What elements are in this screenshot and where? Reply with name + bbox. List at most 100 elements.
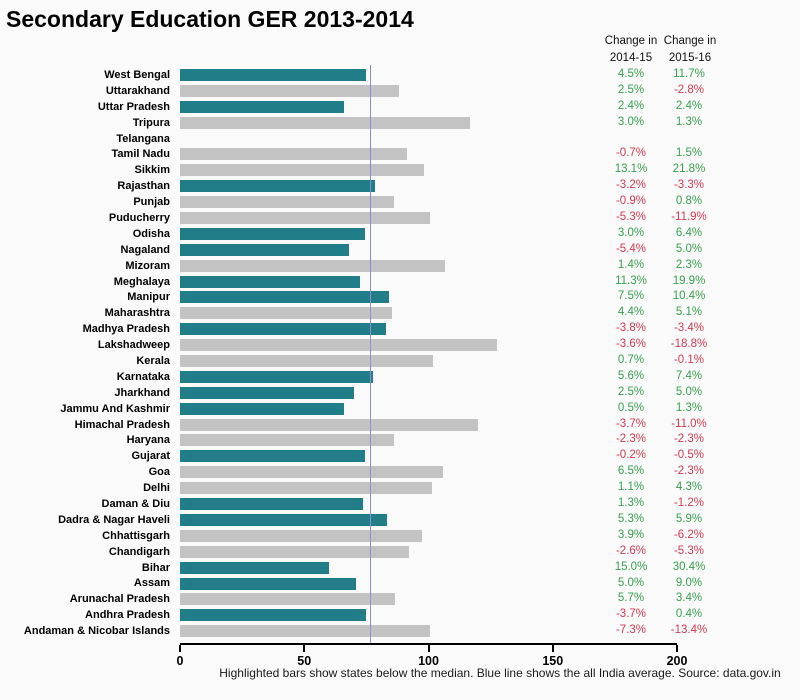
change-2015-16-value: 6.4%	[675, 226, 703, 239]
state-label: Rajasthan	[117, 180, 170, 193]
bar-highlighted	[180, 275, 360, 288]
chart-caption: Highlighted bars show states below the m…	[219, 666, 781, 680]
change-2014-15-value: -5.4%	[615, 242, 647, 255]
state-label: Kerala	[136, 354, 170, 367]
change-2015-16-value: 5.0%	[675, 385, 703, 398]
change-2015-16-value: 30.4%	[672, 560, 706, 573]
change-2014-15-value: -3.8%	[615, 322, 647, 335]
bar-highlighted	[180, 450, 365, 463]
change-2015-16-value: 1.5%	[675, 147, 703, 160]
bar-row: Manipur 7.5% 10.4%	[0, 289, 800, 305]
bar	[180, 196, 394, 209]
state-label: Nagaland	[120, 243, 170, 256]
change-2015-16-value: -0.5%	[673, 449, 705, 462]
bar-row: Uttar Pradesh 2.4% 2.4%	[0, 99, 800, 115]
bar-track	[180, 321, 677, 337]
bar-row: Karnataka 5.6% 7.4%	[0, 369, 800, 385]
all-india-average-line	[370, 65, 371, 643]
bar-track	[180, 99, 677, 115]
change-2015-16-value: -2.3%	[673, 465, 705, 478]
bar-row: Himachal Pradesh -3.7% -11.0%	[0, 417, 800, 433]
state-label: Mizoram	[125, 259, 170, 272]
state-label: Tamil Nadu	[111, 148, 170, 161]
bar-row: Telangana	[0, 131, 800, 147]
bar-row: Chhattisgarh 3.9% -6.2%	[0, 528, 800, 544]
change-2015-16-value: -6.2%	[673, 528, 705, 541]
bar-row: Tripura 3.0% 1.3%	[0, 115, 800, 131]
axis-tick	[179, 645, 181, 652]
state-label: Sikkim	[134, 164, 170, 177]
bar-track	[180, 194, 677, 210]
change-2015-16-value: -3.4%	[673, 322, 705, 335]
bar-track	[180, 464, 677, 480]
bar-row: Arunachal Pradesh 5.7% 3.4%	[0, 591, 800, 607]
state-label: Telangana	[116, 132, 170, 145]
state-label: Jammu And Kashmir	[60, 402, 170, 415]
state-label: Tripura	[132, 116, 170, 129]
bar-highlighted	[180, 100, 344, 113]
change-2015-16-value: 2.3%	[675, 258, 703, 271]
state-label: Haryana	[126, 434, 170, 447]
bar-row: Kerala 0.7% -0.1%	[0, 353, 800, 369]
bar-track	[180, 289, 677, 305]
state-label: Lakshadweep	[97, 339, 170, 352]
change-2014-15-value: -5.3%	[615, 211, 647, 224]
change-2014-15-value: 1.1%	[617, 481, 645, 494]
change-2015-16-value: 4.3%	[675, 481, 703, 494]
bar	[180, 434, 394, 447]
axis-tick	[303, 645, 306, 652]
state-label: Delhi	[143, 482, 170, 495]
state-label: Bihar	[141, 561, 170, 574]
bar-highlighted	[180, 513, 387, 526]
axis-tick	[551, 645, 554, 652]
change-2014-15-value: 1.4%	[617, 258, 645, 271]
bar-row: Andhra Pradesh -3.7% 0.4%	[0, 607, 800, 623]
axis-tick	[427, 645, 430, 652]
bar-row: Lakshadweep -3.6% -18.8%	[0, 337, 800, 353]
bar-track	[180, 83, 677, 99]
bar	[180, 148, 407, 161]
bar-highlighted	[180, 386, 354, 399]
change-2015-16-value: -5.3%	[673, 544, 705, 557]
state-label: Himachal Pradesh	[74, 418, 170, 431]
state-label: Jharkhand	[114, 386, 170, 399]
bar	[180, 625, 430, 638]
bar	[180, 482, 432, 495]
state-label: Madhya Pradesh	[82, 323, 170, 336]
bar-row: Daman & Diu 1.3% -1.2%	[0, 496, 800, 512]
bar-track	[180, 369, 677, 385]
change-2015-16-value: 11.7%	[673, 68, 705, 80]
bar-row: Delhi 1.1% 4.3%	[0, 480, 800, 496]
change-2014-15-value: -0.2%	[615, 449, 647, 462]
change-2015-16-value: -2.3%	[673, 433, 705, 446]
column-header-line: 2015-16	[668, 52, 712, 64]
bar-track	[180, 623, 677, 639]
bar-row: Bihar 15.0% 30.4%	[0, 560, 800, 576]
bar	[180, 259, 445, 272]
bar-track	[180, 528, 677, 544]
bar-row: Maharashtra 4.4% 5.1%	[0, 305, 800, 321]
change-2015-16-value: 5.1%	[675, 306, 703, 319]
bar-track	[180, 385, 677, 401]
change-2014-15-value: -3.6%	[615, 338, 647, 351]
change-2014-15-value: 5.0%	[617, 576, 645, 589]
change-2015-16-value: -1.2%	[673, 497, 705, 510]
state-label: Uttar Pradesh	[97, 100, 170, 113]
change-2015-16-value: -13.4%	[670, 624, 708, 637]
bar-highlighted	[180, 498, 363, 511]
state-label: Karnataka	[116, 370, 170, 383]
change-2014-15-value: -2.6%	[615, 544, 647, 557]
state-label: Arunachal Pradesh	[69, 593, 170, 606]
change-2015-16-value: -0.1%	[673, 354, 705, 367]
bar-row: Jammu And Kashmir 0.5% 1.3%	[0, 401, 800, 417]
change-2014-15-value: -0.7%	[615, 147, 647, 160]
axis-tick-label: 50	[297, 654, 312, 668]
bar-row: Goa 6.5% -2.3%	[0, 464, 800, 480]
change-2014-15-value: 3.9%	[617, 528, 645, 541]
bar-track	[180, 544, 677, 560]
bar-highlighted	[180, 370, 373, 383]
bar-row: Tamil Nadu -0.7% 1.5%	[0, 146, 800, 162]
column-header-change-2014-15: Change in 2014-15	[601, 33, 661, 67]
change-2015-16-value: 10.4%	[672, 290, 706, 303]
bar-row: Jharkhand 2.5% 5.0%	[0, 385, 800, 401]
